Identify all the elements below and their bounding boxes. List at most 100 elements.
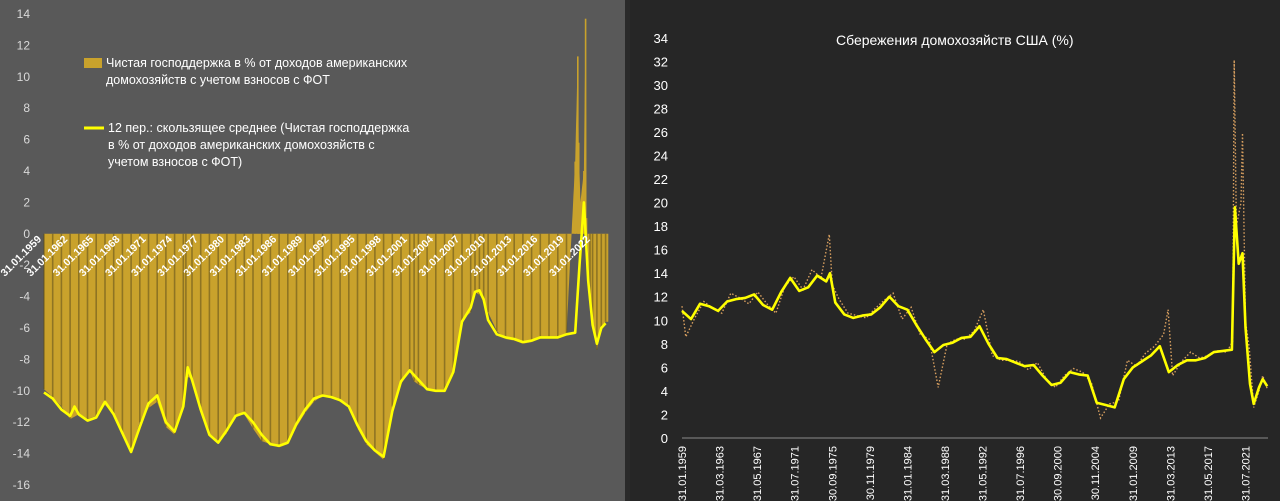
bar [269, 233, 272, 445]
bar [243, 233, 246, 415]
legend-label-bars: Чистая господдержка в % от доходов амери… [106, 56, 408, 70]
y-tick-label: 34 [654, 31, 668, 46]
x-tick-label: 31.01.2009 [1128, 446, 1140, 501]
bar [287, 233, 289, 445]
bar [182, 233, 185, 405]
bar [234, 233, 237, 416]
bar [557, 233, 559, 338]
bar [426, 233, 428, 390]
x-tick-label: 30.09.2000 [1053, 446, 1065, 501]
bar [43, 233, 45, 390]
bar [435, 233, 437, 391]
y-tick-label: 16 [654, 243, 668, 258]
right-chart: 024681012141618202224262830323431.01.195… [630, 0, 1280, 501]
x-tick-label: 31.03.2013 [1165, 446, 1177, 501]
y-tick-label: 30 [654, 78, 668, 93]
bar [95, 233, 97, 416]
bar [577, 56, 579, 234]
bar [530, 233, 533, 343]
bar [565, 233, 568, 335]
bar [86, 233, 89, 420]
bar [104, 233, 106, 405]
bar [548, 233, 550, 338]
bar-area [44, 18, 609, 460]
y-tick-label: 24 [654, 149, 668, 164]
bar [382, 233, 385, 460]
left-chart: -16-14-12-10-8-6-4-20246810121431.01.195… [0, 0, 625, 501]
bar [78, 233, 80, 415]
bar [339, 233, 341, 402]
bar [400, 233, 402, 385]
x-tick-label: 31.07.2021 [1241, 446, 1253, 501]
y-tick-label: -2 [19, 258, 30, 272]
bar [522, 233, 524, 344]
y-tick-label: 18 [654, 219, 668, 234]
bar [461, 233, 463, 321]
bar [596, 233, 598, 350]
bar [156, 233, 158, 402]
bar [130, 233, 132, 451]
legend-label-average: 12 пер.: скользящее среднее (Чистая госп… [108, 121, 409, 135]
x-tick-label: 31.05.1992 [978, 446, 990, 501]
x-tick-label: 30.11.1979 [865, 446, 877, 500]
y-tick-label: 4 [661, 384, 668, 399]
bar [165, 233, 167, 427]
y-tick-label: -10 [13, 384, 31, 398]
y-tick-label: 0 [661, 431, 668, 446]
bar [589, 233, 591, 294]
bar [539, 233, 542, 338]
bar [173, 233, 176, 435]
bar [374, 233, 376, 452]
y-tick-label: -14 [13, 447, 31, 461]
legend-bar-swatch [84, 58, 102, 68]
bar [226, 233, 228, 434]
y-tick-label: 10 [17, 70, 31, 84]
y-tick-label: 12 [17, 38, 31, 52]
y-tick-label: 6 [661, 360, 668, 375]
bar [147, 233, 150, 409]
legend-label-bars: домохозяйств с учетом взносов с ФОТ [106, 73, 330, 87]
bar [487, 233, 489, 313]
x-tick-label: 31.05.2017 [1203, 446, 1215, 501]
bar [191, 233, 193, 379]
bar [313, 233, 315, 402]
bar [584, 18, 587, 234]
bar [482, 233, 485, 299]
bar [121, 233, 124, 435]
x-tick-label: 31.03.1963 [715, 446, 727, 501]
bar [585, 218, 588, 234]
bar [600, 233, 603, 330]
x-tick-label: 31.03.1988 [940, 446, 952, 501]
y-tick-label: 32 [654, 54, 668, 69]
bar [452, 233, 455, 376]
y-tick-label: -6 [19, 321, 30, 335]
bar [199, 233, 202, 407]
y-tick-label: -12 [13, 415, 31, 429]
x-tick-label: 31.07.1971 [790, 446, 802, 501]
y-tick-label: -16 [13, 478, 31, 492]
bar [408, 233, 411, 371]
bar [348, 233, 350, 407]
bar [478, 233, 481, 295]
y-tick-label: 14 [654, 266, 668, 281]
bar [504, 233, 507, 339]
bar [112, 233, 115, 415]
bar [69, 233, 71, 420]
bar [417, 233, 420, 385]
x-tick-label: 30.09.1975 [827, 446, 839, 501]
y-tick-label: 2 [661, 408, 668, 423]
y-tick-label: 20 [654, 196, 668, 211]
y-tick-label: 6 [23, 133, 30, 147]
y-tick-label: 26 [654, 125, 668, 140]
y-tick-label: 28 [654, 101, 668, 116]
bar [365, 233, 367, 445]
bar [579, 202, 582, 234]
bar [496, 233, 498, 332]
chart-title: Сбережения домохозяйств США (%) [836, 32, 1074, 48]
bar [577, 142, 580, 234]
bar [356, 233, 359, 429]
y-tick-label: 8 [23, 101, 30, 115]
y-tick-label: 2 [23, 195, 30, 209]
bar [260, 233, 263, 441]
